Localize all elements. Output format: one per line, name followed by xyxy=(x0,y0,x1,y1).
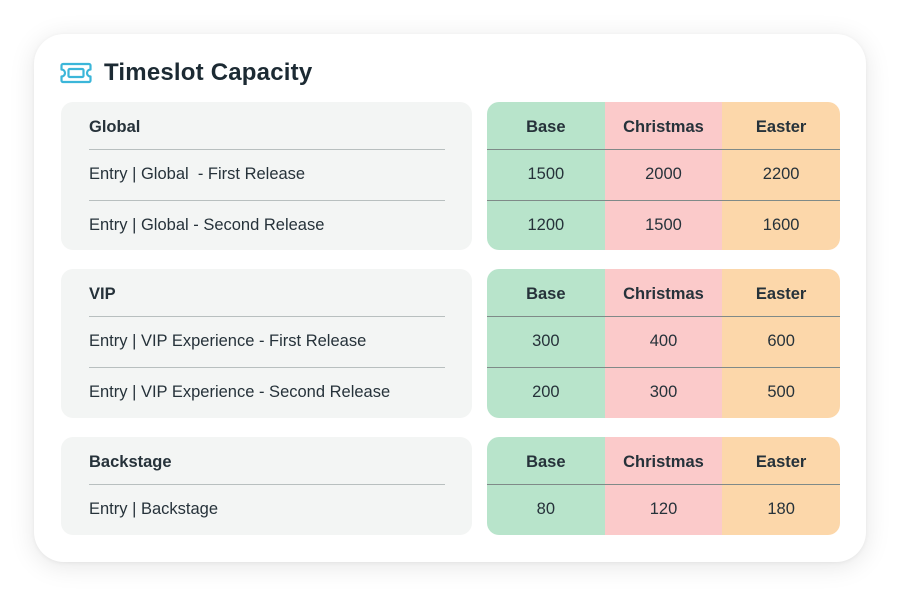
section-values-panel: Base 1500 1200 Christmas 2000 1500 Easte… xyxy=(487,102,840,250)
value-cell: 1500 xyxy=(487,149,605,199)
base-column: Base 1500 1200 xyxy=(487,102,605,250)
value-cell: 300 xyxy=(604,367,723,417)
section-title: Backstage xyxy=(89,452,172,471)
section-vip: VIP Entry | VIP Experience - First Relea… xyxy=(61,269,840,418)
section-values-panel: Base 300 200 Christmas 400 300 Easter 60… xyxy=(487,269,840,418)
value-cell: 500 xyxy=(722,367,840,417)
column-header-christmas: Christmas xyxy=(623,284,704,303)
value-cell: 80 xyxy=(487,484,605,534)
easter-column: Easter 180 xyxy=(722,437,840,535)
section-global: Global Entry | Global - First Release En… xyxy=(61,102,840,250)
card-header: Timeslot Capacity xyxy=(60,56,312,90)
section-labels-panel: VIP Entry | VIP Experience - First Relea… xyxy=(61,269,472,418)
value-cell: 1500 xyxy=(604,200,723,250)
value-cell: 300 xyxy=(487,316,605,366)
section-labels-panel: Global Entry | Global - First Release En… xyxy=(61,102,472,250)
ticket-icon xyxy=(60,62,92,84)
column-header-base: Base xyxy=(526,117,566,136)
timeslot-capacity-card: Timeslot Capacity Global Entry | Global … xyxy=(34,34,866,562)
christmas-column: Christmas 2000 1500 xyxy=(604,102,723,250)
row-label: Entry | VIP Experience - Second Release xyxy=(89,367,445,417)
row-label: Entry | Global - Second Release xyxy=(89,200,445,250)
column-header-easter: Easter xyxy=(755,117,807,136)
christmas-column: Christmas 120 xyxy=(604,437,723,535)
value-cell: 1200 xyxy=(487,200,605,250)
column-header-base: Base xyxy=(526,284,566,303)
section-title: VIP xyxy=(89,284,116,303)
value-cell: 600 xyxy=(722,316,840,366)
christmas-column: Christmas 400 300 xyxy=(604,269,723,418)
section-title: Global xyxy=(89,117,141,136)
value-cell: 2000 xyxy=(604,149,723,199)
value-cell: 2200 xyxy=(722,149,840,199)
value-cell: 120 xyxy=(604,484,723,534)
section-labels-panel: Backstage Entry | Backstage xyxy=(61,437,472,535)
value-cell: 400 xyxy=(604,316,723,366)
section-backstage: Backstage Entry | Backstage Base 80 Chri… xyxy=(61,437,840,535)
column-header-easter: Easter xyxy=(755,284,807,303)
base-column: Base 80 xyxy=(487,437,605,535)
easter-column: Easter 2200 1600 xyxy=(722,102,840,250)
easter-column: Easter 600 500 xyxy=(722,269,840,418)
value-cell: 1600 xyxy=(722,200,840,250)
row-label: Entry | Backstage xyxy=(89,484,445,534)
column-header-base: Base xyxy=(526,452,566,471)
column-header-christmas: Christmas xyxy=(623,452,704,471)
section-values-panel: Base 80 Christmas 120 Easter 180 xyxy=(487,437,840,535)
column-header-easter: Easter xyxy=(755,452,807,471)
base-column: Base 300 200 xyxy=(487,269,605,418)
page-title: Timeslot Capacity xyxy=(104,59,313,86)
row-label: Entry | Global - First Release xyxy=(89,149,445,199)
value-cell: 180 xyxy=(722,484,840,534)
column-header-christmas: Christmas xyxy=(623,117,704,136)
row-label: Entry | VIP Experience - First Release xyxy=(89,316,445,366)
value-cell: 200 xyxy=(487,367,605,417)
